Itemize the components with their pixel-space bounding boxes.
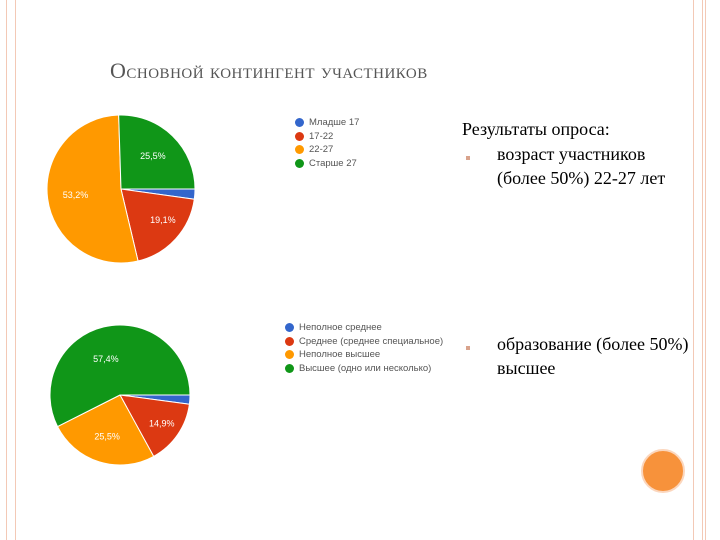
legend-label: Неполное среднее [299,322,382,334]
legend-label: Младше 17 [309,117,360,129]
decorative-circle [641,449,685,493]
legend-item: 22-27 [295,143,359,157]
pie-slice-label: 53,2% [63,190,89,200]
pie-slice-label: 25,5% [94,431,120,441]
legend-swatch [285,350,294,360]
legend-swatch [295,158,304,168]
legend-swatch [295,131,304,141]
legend-item: Высшее (одно или несколько) [285,362,443,376]
pie-slice-label: 57,4% [93,354,119,364]
education-pie-chart: 14,9% 25,5% 57,4% [49,324,191,466]
pie-slice [120,188,195,262]
pie-slice [118,114,196,190]
legend-item: Неполное среднее [285,321,443,335]
pie-slice-label: 25,5% [140,151,166,161]
education-pie-legend: Неполное среднее Среднее (среднее специал… [285,321,443,375]
pie-slice-label: 19,1% [150,215,176,225]
legend-swatch [295,118,304,128]
right-border-decoration [693,0,703,540]
results-heading: Результаты опроса: [462,119,610,139]
legend-swatch [285,336,294,346]
left-border-decoration [6,0,16,540]
legend-label: Высшее (одно или несколько) [299,362,432,374]
legend-item: Среднее (среднее специальное) [285,335,443,349]
pie-slice [49,324,191,428]
pie-slice [46,114,139,264]
legend-swatch [295,145,304,155]
bullet-marker [466,156,470,160]
legend-label: 22-27 [309,144,334,156]
bullet-education: образование (более 50%) высшее [497,334,689,378]
slide-title: Основной контингент участников [110,58,428,83]
right-border-line [705,0,706,540]
legend-label: Неполное высшее [299,349,381,361]
legend-label: Среднее (среднее специальное) [299,335,444,347]
pie-slice-label: 14,9% [149,419,175,429]
legend-swatch [285,363,294,373]
age-pie-chart: 19,1% 53,2% 25,5% [46,114,196,264]
legend-swatch [285,323,294,333]
legend-item: Неполное высшее [285,348,443,362]
bullet-age: возраст участников (более 50%) 22-27 лет [497,144,666,188]
legend-item: Младше 17 [295,116,359,130]
pie-slice [119,394,190,458]
legend-label: Старше 27 [309,157,357,169]
legend-label: 17-22 [309,130,334,142]
bullet-marker [466,346,470,350]
legend-item: Старше 27 [295,157,359,171]
pie-slice [56,394,155,466]
legend-item: 17-22 [295,130,359,144]
age-pie-legend: Младше 17 17-22 22-27 Старше 27 [295,116,359,170]
